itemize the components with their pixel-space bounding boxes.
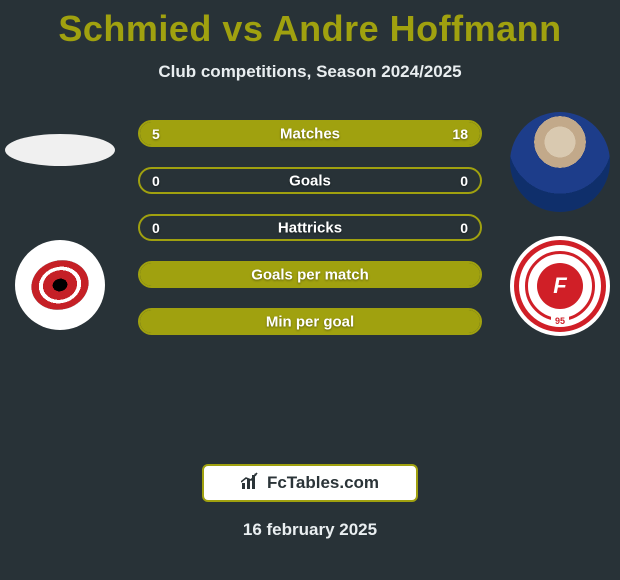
stat-row: 0 0Hattricks (138, 214, 482, 241)
club-right-letter: F (537, 263, 583, 309)
stat-row: 5 18Matches (138, 120, 482, 147)
club-left-swirl-icon (26, 254, 95, 317)
bar-label: Matches (140, 125, 480, 142)
comparison-content: F 95 518Matches00Goals00HattricksGoals p… (0, 112, 620, 452)
bar-value-right: 18 (452, 126, 468, 142)
stat-row: Min per goal (138, 308, 482, 335)
subtitle: Club competitions, Season 2024/2025 (0, 62, 620, 82)
footer-date: 16 february 2025 (0, 520, 620, 540)
right-player-column: F 95 (500, 112, 620, 336)
chart-icon (241, 472, 261, 495)
footer-brand-text: FcTables.com (267, 473, 379, 493)
stat-bars: 518Matches00Goals00HattricksGoals per ma… (138, 120, 482, 335)
bar-value-left: 0 (152, 173, 160, 189)
bar-label: Goals per match (140, 266, 480, 283)
stat-row: Goals per match (138, 261, 482, 288)
bar-value-left: 0 (152, 220, 160, 236)
club-right-tag: 95 (551, 316, 569, 326)
bar-value-right: 0 (460, 173, 468, 189)
player-right-photo (510, 112, 610, 212)
stat-row: 0 0Goals (138, 167, 482, 194)
bar-label: Min per goal (140, 313, 480, 330)
left-player-column (0, 112, 120, 330)
player-left-photo-placeholder (5, 134, 115, 166)
club-right-logo: F 95 (510, 236, 610, 336)
page-title: Schmied vs Andre Hoffmann (0, 0, 620, 50)
bar-value-left: 5 (152, 126, 160, 142)
bar-label: Goals (140, 172, 480, 189)
bar-label: Hattricks (140, 219, 480, 236)
club-left-logo (15, 240, 105, 330)
bar-value-right: 0 (460, 220, 468, 236)
footer-brand-badge: FcTables.com (202, 464, 418, 502)
